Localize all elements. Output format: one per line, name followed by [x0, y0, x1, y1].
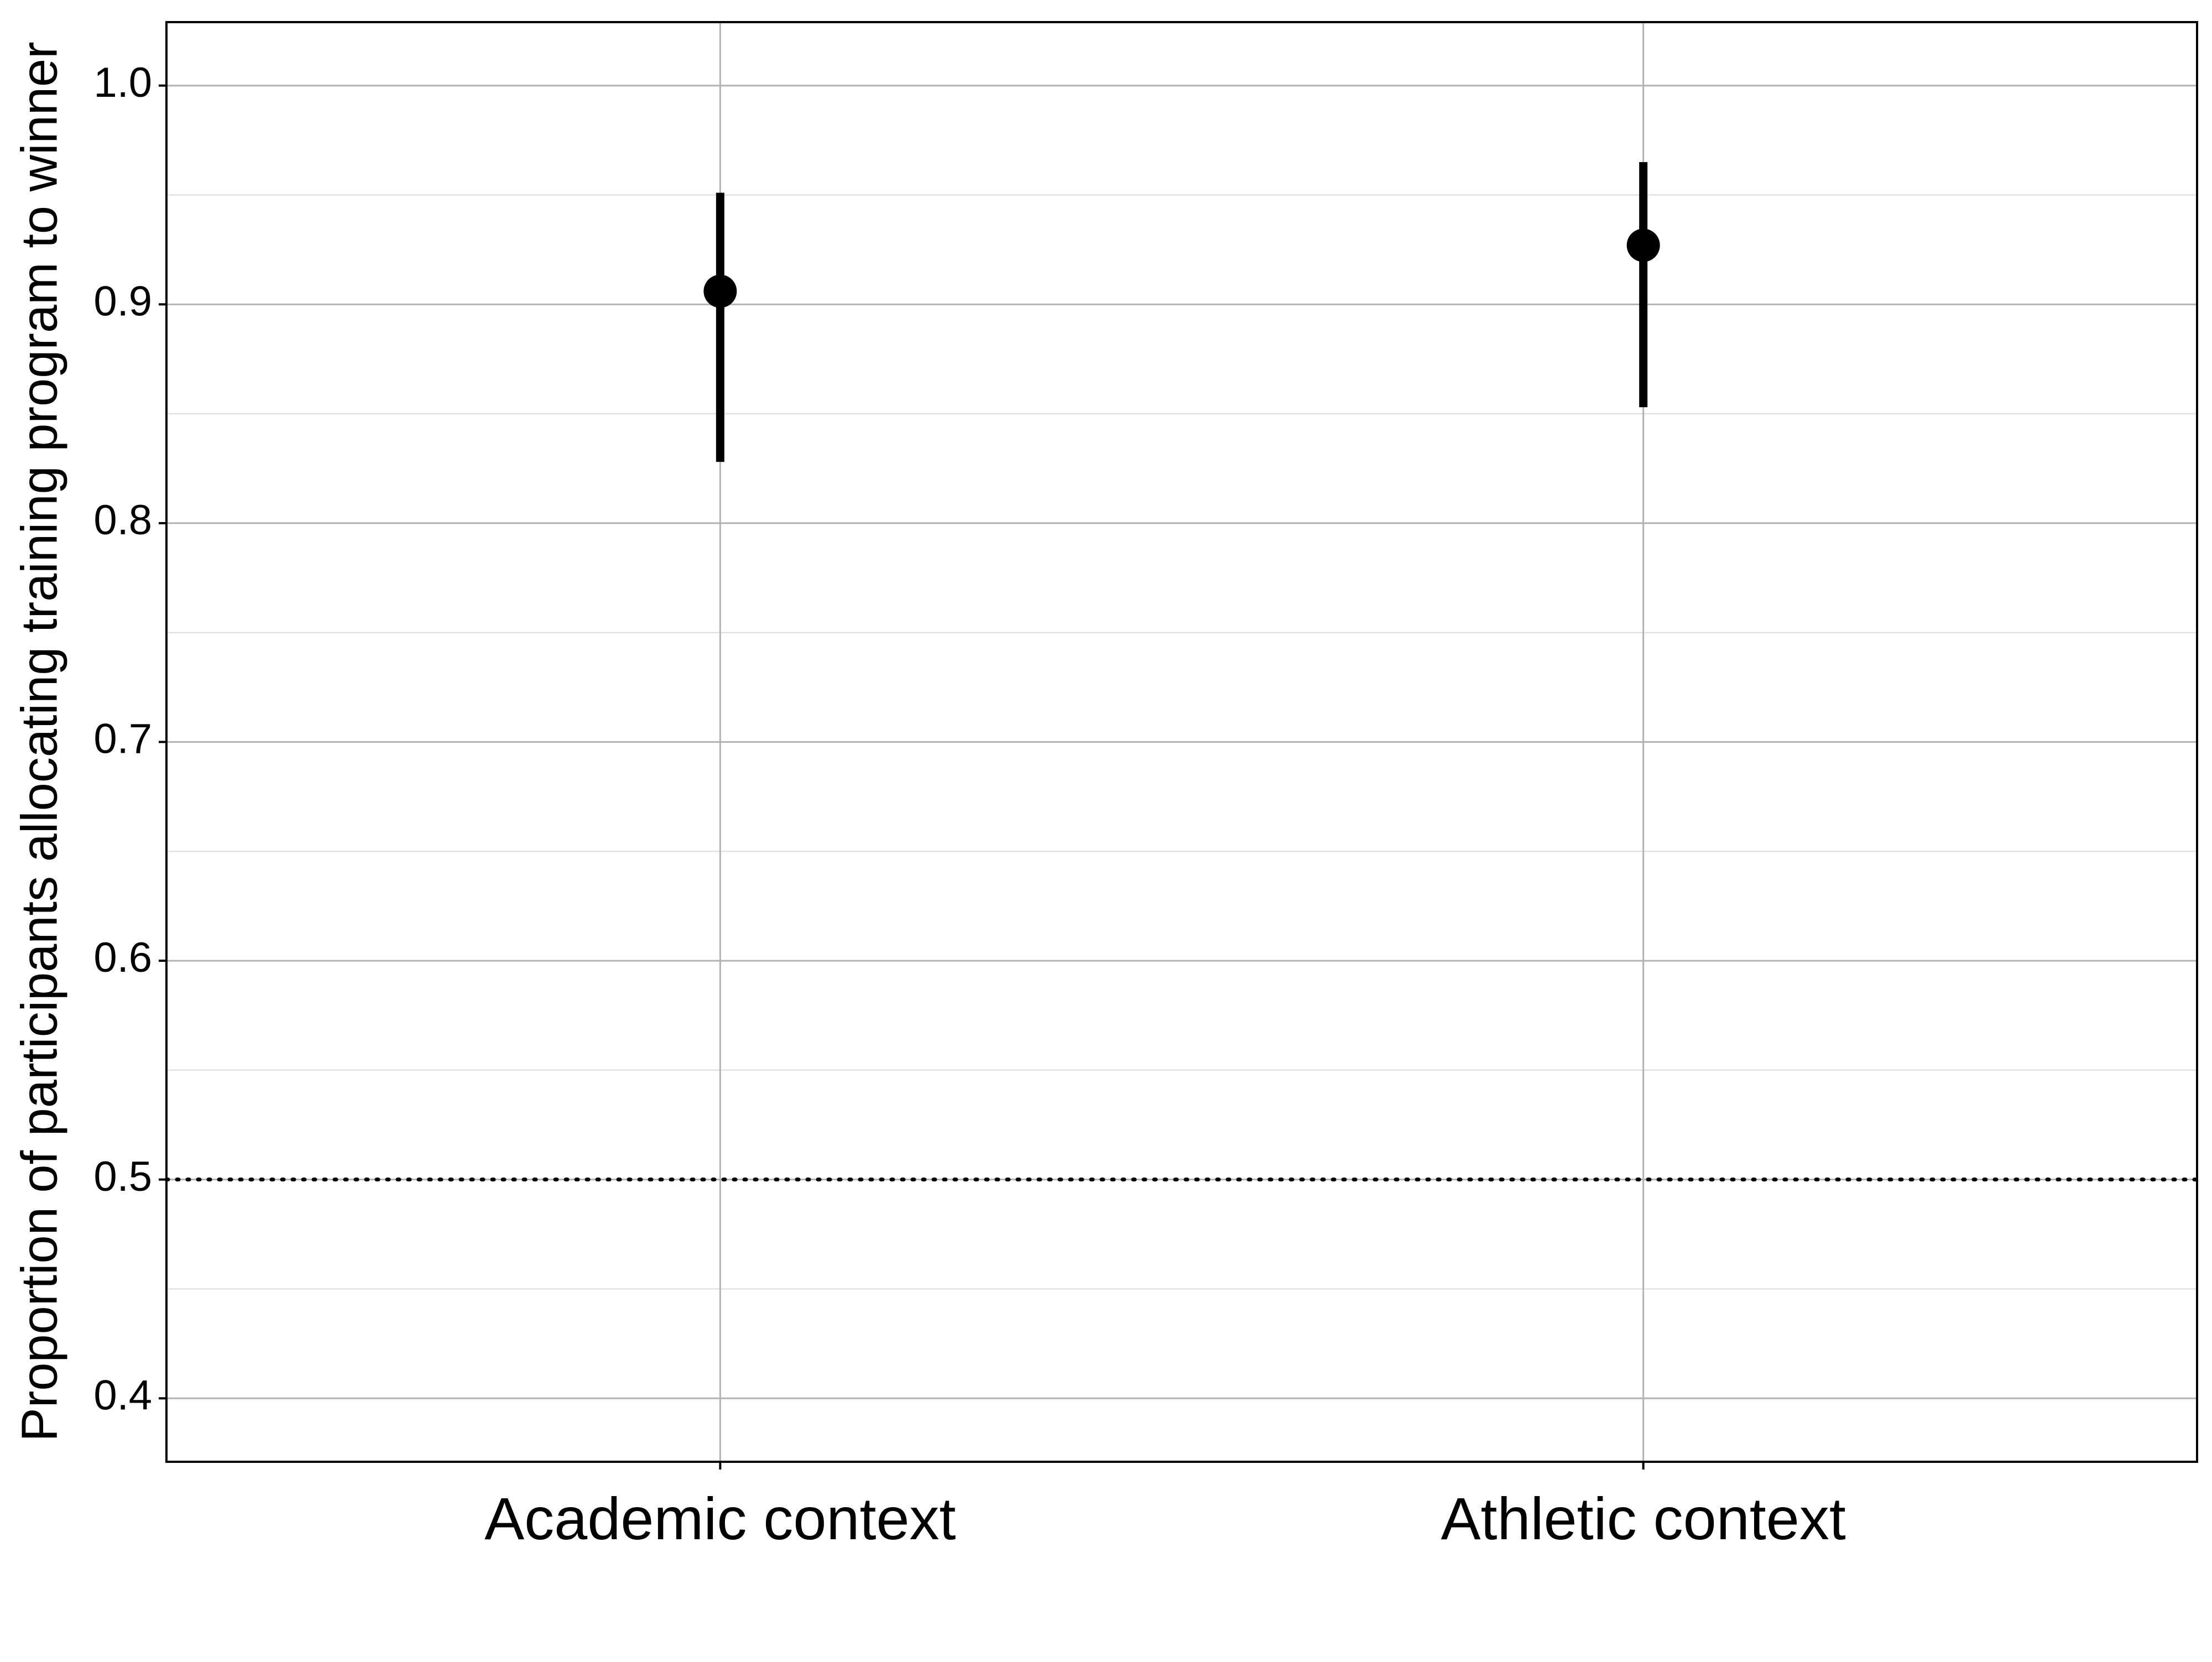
y-tick-label: 0.9: [93, 278, 152, 325]
y-axis-title: Proportion of participants allocating tr…: [11, 41, 67, 1441]
grid-layer: [166, 22, 2197, 1462]
data-point: [1626, 228, 1660, 262]
y-tick-label: 0.8: [93, 497, 152, 544]
axis-layer: 0.4 0.5 0.6 0.7 0.8 0.9 1.0 Academic context Ath…: [93, 59, 1845, 1552]
y-tick-label: 1.0: [93, 59, 152, 106]
y-tick-label: 0.5: [93, 1153, 152, 1200]
y-tick-label: 0.7: [93, 716, 152, 763]
y-tick-label: 0.6: [93, 934, 152, 981]
x-tick-label: Athletic context: [1441, 1485, 1845, 1552]
data-point: [703, 274, 737, 308]
x-tick-label: Academic context: [484, 1485, 956, 1552]
marks-layer: [703, 162, 1660, 462]
y-tick-label: 0.4: [93, 1372, 152, 1419]
